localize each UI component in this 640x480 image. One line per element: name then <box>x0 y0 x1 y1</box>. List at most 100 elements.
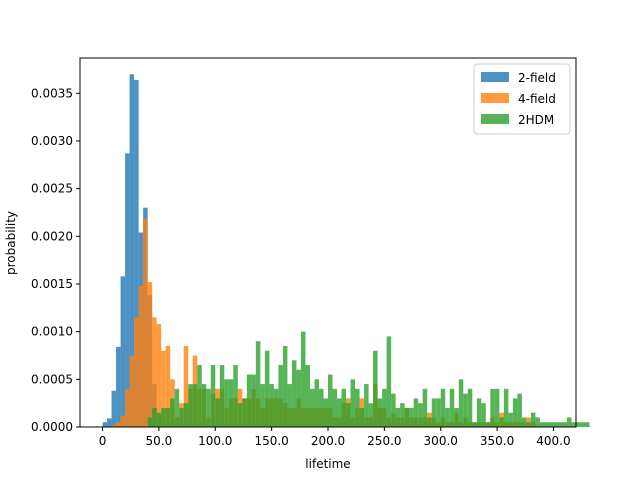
bar <box>585 422 590 427</box>
bar <box>174 388 180 427</box>
bar <box>197 365 202 427</box>
bar <box>129 355 135 427</box>
y-tick-label: 0.0035 <box>31 86 73 100</box>
histogram-bars <box>102 74 590 428</box>
bar <box>494 388 500 427</box>
bar <box>440 388 446 427</box>
y-tick-label: 0.0005 <box>31 372 73 386</box>
bar <box>228 379 234 427</box>
bar <box>210 365 216 427</box>
bar <box>350 379 356 427</box>
bar <box>102 422 108 427</box>
bar <box>273 388 279 427</box>
bar <box>255 341 261 427</box>
bar <box>557 422 563 427</box>
bar <box>278 365 283 427</box>
bar <box>535 417 540 427</box>
bar <box>183 403 189 427</box>
bar <box>562 422 567 427</box>
bar <box>467 388 473 427</box>
bar <box>355 388 360 427</box>
legend-entry-label: 2-field <box>518 71 556 85</box>
x-tick-label: 150.0 <box>254 434 288 448</box>
bar <box>472 422 477 427</box>
legend-swatch <box>481 72 509 82</box>
x-tick-label: 0 <box>99 434 107 448</box>
bar <box>242 398 247 427</box>
bar <box>120 415 126 427</box>
bar <box>251 374 256 427</box>
bar <box>165 345 171 427</box>
x-tick-label: 400.0 <box>536 434 570 448</box>
bar <box>147 417 153 427</box>
bar <box>111 390 117 427</box>
bar <box>576 422 581 427</box>
bar <box>526 422 531 427</box>
bar <box>422 388 428 427</box>
bar <box>580 422 586 427</box>
bar <box>179 407 184 427</box>
x-tick-label: 100.0 <box>198 434 232 448</box>
bar <box>116 422 121 427</box>
series-2-bars <box>147 331 590 427</box>
bar <box>364 384 369 427</box>
bar <box>143 219 148 427</box>
bar <box>300 331 306 427</box>
y-tick-label: 0.0015 <box>31 277 73 291</box>
y-tick-label: 0.0020 <box>31 229 73 243</box>
bar <box>318 388 324 427</box>
bar <box>544 422 549 427</box>
bar <box>373 350 378 427</box>
bar <box>368 403 374 427</box>
x-axis-ticks: 0 50.0 100.0 150.0 200.0 250.0 300.0 350.0 400.0 <box>99 427 571 448</box>
bar <box>183 345 189 427</box>
bar <box>156 324 162 427</box>
bar <box>553 422 558 427</box>
bar <box>445 407 450 427</box>
bar <box>161 407 166 427</box>
x-tick-label: 350.0 <box>480 434 514 448</box>
x-tick-label: 50.0 <box>146 434 173 448</box>
bar <box>346 403 351 427</box>
legend-entry-label: 2HDM <box>518 113 554 127</box>
bar <box>237 403 243 427</box>
bar <box>192 384 198 427</box>
bar <box>539 422 545 427</box>
bar <box>188 384 193 427</box>
bar <box>260 384 265 427</box>
bar <box>485 422 491 427</box>
bar <box>125 388 130 427</box>
bar <box>386 336 392 427</box>
bar <box>282 345 288 427</box>
bar <box>521 417 527 427</box>
bar <box>377 398 383 427</box>
bar <box>206 388 211 427</box>
legend-swatch <box>481 114 509 124</box>
bar <box>156 412 162 427</box>
bar <box>499 417 504 427</box>
bar <box>224 379 229 427</box>
bar <box>120 276 126 427</box>
bar <box>400 403 405 427</box>
legend: 2-field 4-field 2HDM <box>473 63 571 135</box>
bar <box>314 379 319 427</box>
bar <box>323 398 328 427</box>
bar <box>512 398 518 427</box>
bar <box>508 412 513 427</box>
bar <box>111 425 117 427</box>
bar <box>287 384 292 427</box>
bar <box>147 282 153 427</box>
bar <box>165 407 171 427</box>
bar <box>476 398 482 427</box>
bar <box>332 388 338 427</box>
bar <box>129 74 135 428</box>
bar <box>246 374 252 427</box>
bar <box>395 407 401 427</box>
y-tick-label: 0.0030 <box>31 134 73 148</box>
bar <box>152 317 157 427</box>
y-axis-label: probability <box>4 211 18 275</box>
bar <box>530 412 536 427</box>
bar <box>490 388 495 427</box>
bar <box>436 398 441 427</box>
bar <box>269 384 274 427</box>
